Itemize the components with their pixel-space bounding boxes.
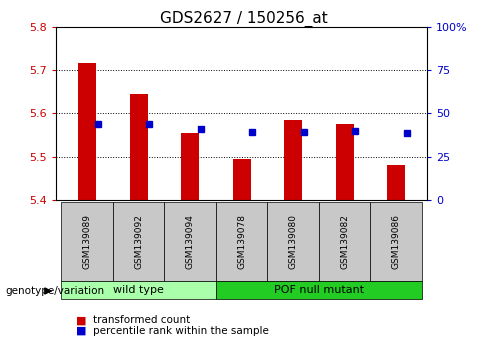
Text: percentile rank within the sample: percentile rank within the sample (93, 326, 268, 336)
Bar (216, 281, 422, 299)
Bar (216, 202, 267, 281)
Bar (284, 120, 302, 200)
Text: GSM139078: GSM139078 (237, 214, 246, 269)
Text: transformed count: transformed count (93, 315, 190, 325)
Bar (164, 202, 216, 281)
Text: POF null mutant: POF null mutant (274, 285, 364, 295)
Bar (370, 202, 422, 281)
Bar (181, 133, 199, 200)
Text: genotype/variation: genotype/variation (5, 286, 104, 296)
Text: GSM139086: GSM139086 (391, 214, 401, 269)
Bar (267, 202, 319, 281)
Text: GSM139080: GSM139080 (288, 214, 298, 269)
Bar (336, 124, 354, 200)
Bar (61, 202, 113, 281)
Text: GSM139089: GSM139089 (82, 214, 92, 269)
Bar (113, 202, 164, 281)
Text: GDS2627 / 150256_at: GDS2627 / 150256_at (160, 11, 328, 27)
Bar (78, 63, 96, 200)
Text: GSM139094: GSM139094 (185, 214, 195, 269)
Text: GSM139092: GSM139092 (134, 214, 143, 269)
Bar (319, 202, 370, 281)
Bar (233, 159, 250, 200)
Text: wild type: wild type (113, 285, 164, 295)
Text: GSM139082: GSM139082 (340, 214, 349, 269)
Bar (387, 165, 405, 200)
Text: ■: ■ (76, 315, 86, 325)
Text: ■: ■ (76, 326, 86, 336)
Bar (129, 94, 147, 200)
Bar (61, 281, 216, 299)
